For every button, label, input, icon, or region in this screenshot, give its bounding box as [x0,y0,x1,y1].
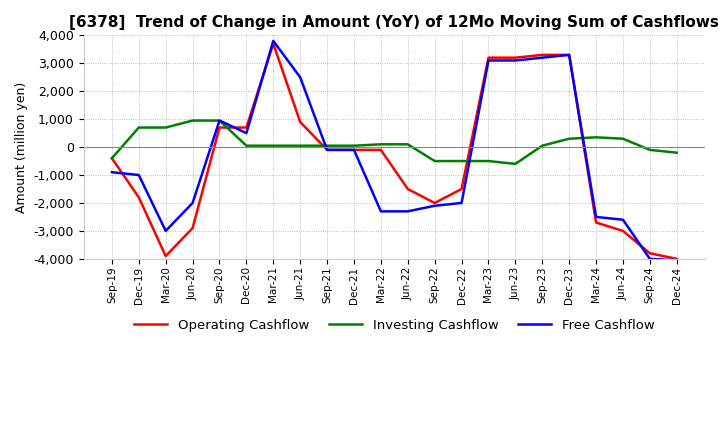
Investing Cashflow [484,158,492,164]
Investing Cashflow [646,147,654,153]
Free Cashflow [350,147,359,153]
Operating Cashflow [377,147,385,153]
Operating Cashflow [403,187,412,192]
Free Cashflow [215,118,224,123]
Free Cashflow [646,256,654,261]
Legend: Operating Cashflow, Investing Cashflow, Free Cashflow: Operating Cashflow, Investing Cashflow, … [129,314,660,337]
Free Cashflow [188,200,197,205]
Free Cashflow [135,172,143,178]
Operating Cashflow [135,195,143,200]
Title: [6378]  Trend of Change in Amount (YoY) of 12Mo Moving Sum of Cashflows: [6378] Trend of Change in Amount (YoY) o… [69,15,719,30]
Free Cashflow [592,214,600,220]
Operating Cashflow [161,253,170,259]
Investing Cashflow [403,142,412,147]
Free Cashflow [538,55,546,60]
Free Cashflow [403,209,412,214]
Operating Cashflow [672,256,681,261]
Investing Cashflow [107,156,116,161]
Free Cashflow [431,203,439,209]
Operating Cashflow [565,52,574,58]
Operating Cashflow [511,55,520,60]
Operating Cashflow [457,187,466,192]
Free Cashflow [511,58,520,63]
Free Cashflow [672,257,681,263]
Investing Cashflow [565,136,574,141]
Operating Cashflow [431,200,439,205]
Investing Cashflow [161,125,170,130]
Investing Cashflow [431,158,439,164]
Free Cashflow [457,200,466,205]
Investing Cashflow [215,118,224,123]
Investing Cashflow [377,142,385,147]
Operating Cashflow [350,147,359,153]
Free Cashflow [377,209,385,214]
Investing Cashflow [350,143,359,148]
Free Cashflow [269,38,278,44]
Line: Investing Cashflow: Investing Cashflow [112,121,677,164]
Operating Cashflow [323,147,331,153]
Operating Cashflow [484,55,492,60]
Investing Cashflow [457,158,466,164]
Free Cashflow [618,217,627,222]
Free Cashflow [484,58,492,63]
Operating Cashflow [592,220,600,225]
Free Cashflow [323,147,331,153]
Investing Cashflow [323,143,331,148]
Free Cashflow [161,228,170,234]
Operating Cashflow [188,225,197,231]
Y-axis label: Amount (million yen): Amount (million yen) [15,81,28,213]
Operating Cashflow [107,156,116,161]
Operating Cashflow [242,125,251,130]
Operating Cashflow [646,251,654,256]
Investing Cashflow [511,161,520,166]
Free Cashflow [296,75,305,80]
Operating Cashflow [538,52,546,58]
Line: Operating Cashflow: Operating Cashflow [112,44,677,259]
Free Cashflow [107,169,116,175]
Operating Cashflow [269,41,278,46]
Line: Free Cashflow: Free Cashflow [112,41,677,260]
Investing Cashflow [135,125,143,130]
Operating Cashflow [296,119,305,125]
Operating Cashflow [618,228,627,234]
Investing Cashflow [538,143,546,148]
Investing Cashflow [242,143,251,148]
Operating Cashflow [215,125,224,130]
Investing Cashflow [188,118,197,123]
Free Cashflow [242,131,251,136]
Investing Cashflow [618,136,627,141]
Free Cashflow [565,52,574,58]
Investing Cashflow [672,150,681,155]
Investing Cashflow [269,143,278,148]
Investing Cashflow [592,135,600,140]
Investing Cashflow [296,143,305,148]
